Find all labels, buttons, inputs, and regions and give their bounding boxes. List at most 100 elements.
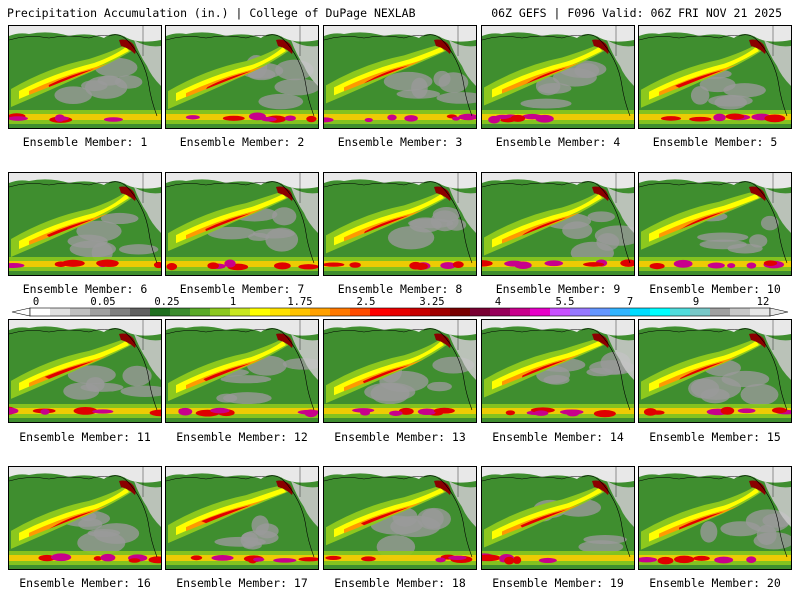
precip-map <box>324 320 476 422</box>
colorbar-swatch <box>250 308 271 316</box>
ensemble-map-panel <box>8 466 162 570</box>
ensemble-member-label: Ensemble Member: 6 <box>22 282 148 296</box>
colorbar-swatch <box>590 308 611 316</box>
colorbar-swatch <box>170 308 191 316</box>
ensemble-member-label: Ensemble Member: 5 <box>652 135 778 149</box>
ensemble-member-label: Ensemble Member: 15 <box>649 430 781 444</box>
colorbar-swatch <box>750 308 771 316</box>
ensemble-member-label: Ensemble Member: 20 <box>649 576 781 590</box>
precip-map <box>166 173 318 275</box>
ensemble-map-panel <box>165 319 319 423</box>
ensemble-member-label: Ensemble Member: 14 <box>492 430 624 444</box>
precip-map <box>9 26 161 128</box>
precip-map <box>639 173 791 275</box>
precip-map <box>482 467 634 569</box>
colorbar-swatch <box>550 308 571 316</box>
ensemble-member-label: Ensemble Member: 16 <box>19 576 151 590</box>
colorbar-swatch <box>310 308 331 316</box>
colorbar-swatch <box>150 308 171 316</box>
colorbar-swatch <box>490 308 511 316</box>
colorbar-swatch <box>70 308 91 316</box>
colorbar-swatch <box>90 308 111 316</box>
ensemble-member-label: Ensemble Member: 11 <box>19 430 151 444</box>
precip-map <box>639 467 791 569</box>
colorbar-tick-label: 1 <box>230 296 236 308</box>
precip-map <box>324 467 476 569</box>
colorbar-swatch <box>710 308 731 316</box>
ensemble-member-label: Ensemble Member: 9 <box>495 282 621 296</box>
ensemble-member-label: Ensemble Member: 13 <box>334 430 466 444</box>
colorbar-tick-label: 0 <box>33 296 39 308</box>
ensemble-member-label: Ensemble Member: 12 <box>176 430 308 444</box>
ensemble-map-panel <box>8 319 162 423</box>
precip-map <box>482 320 634 422</box>
colorbar-tick-label: 12 <box>757 296 770 308</box>
colorbar-swatch <box>370 308 391 316</box>
colorbar-swatch <box>230 308 251 316</box>
precip-map <box>482 26 634 128</box>
ensemble-map-panel <box>323 172 477 276</box>
colorbar-swatch <box>190 308 211 316</box>
model-run-info: 06Z GEFS | F096 Valid: 06Z FRI NOV 21 20… <box>491 6 782 20</box>
precip-map <box>9 173 161 275</box>
precip-map <box>639 320 791 422</box>
ensemble-map-panel <box>323 466 477 570</box>
colorbar-swatch <box>670 308 691 316</box>
colorbar-tick-label: 3.25 <box>419 296 444 308</box>
colorbar-swatch <box>510 308 531 316</box>
colorbar: 0 0.05 0.25 1 1.75 2.5 3.25 4 5.5 7 9 12 <box>11 296 789 317</box>
ensemble-member-label: Ensemble Member: 10 <box>649 282 781 296</box>
ensemble-map-panel <box>165 25 319 129</box>
precip-map <box>9 320 161 422</box>
precip-map <box>482 173 634 275</box>
ensemble-member-label: Ensemble Member: 7 <box>179 282 305 296</box>
ensemble-map-panel <box>638 466 792 570</box>
ensemble-member-label: Ensemble Member: 17 <box>176 576 308 590</box>
colorbar-swatch <box>430 308 451 316</box>
map-title: Precipitation Accumulation (in.) | Colle… <box>7 6 416 20</box>
precip-map <box>166 26 318 128</box>
ensemble-member-label: Ensemble Member: 19 <box>492 576 624 590</box>
colorbar-swatch <box>350 308 371 316</box>
colorbar-swatch <box>730 308 751 316</box>
ensemble-map-panel <box>165 466 319 570</box>
colorbar-swatch <box>110 308 131 316</box>
colorbar-swatch <box>650 308 671 316</box>
ensemble-member-label: Ensemble Member: 2 <box>179 135 305 149</box>
colorbar-swatch <box>270 308 291 316</box>
precip-map <box>324 26 476 128</box>
colorbar-swatch <box>30 308 51 316</box>
colorbar-tick-label: 2.5 <box>357 296 376 308</box>
colorbar-swatch <box>390 308 411 316</box>
colorbar-swatch <box>290 308 311 316</box>
colorbar-tick-label: 0.25 <box>154 296 179 308</box>
colorbar-swatch <box>410 308 431 316</box>
ensemble-map-panel <box>323 319 477 423</box>
colorbar-swatch <box>570 308 591 316</box>
ensemble-map-panel <box>638 172 792 276</box>
colorbar-swatch <box>330 308 351 316</box>
colorbar-swatch <box>630 308 651 316</box>
ensemble-map-panel <box>638 319 792 423</box>
precip-map <box>166 467 318 569</box>
ensemble-map-panel <box>481 466 635 570</box>
precip-map <box>324 173 476 275</box>
colorbar-tick-label: 5.5 <box>556 296 575 308</box>
colorbar-swatch <box>530 308 551 316</box>
colorbar-tick-label: 7 <box>627 296 633 308</box>
precip-map <box>639 26 791 128</box>
colorbar-swatch <box>690 308 711 316</box>
ensemble-member-label: Ensemble Member: 4 <box>495 135 621 149</box>
ensemble-member-label: Ensemble Member: 8 <box>337 282 463 296</box>
colorbar-swatch <box>50 308 71 316</box>
ensemble-member-label: Ensemble Member: 18 <box>334 576 466 590</box>
colorbar-tick-label: 1.75 <box>287 296 312 308</box>
ensemble-map-panel <box>323 25 477 129</box>
ensemble-map-panel <box>8 25 162 129</box>
ensemble-map-panel <box>481 319 635 423</box>
ensemble-map-panel <box>481 25 635 129</box>
colorbar-swatch <box>470 308 491 316</box>
colorbar-swatch <box>130 308 151 316</box>
colorbar-tick-label: 4 <box>495 296 501 308</box>
colorbar-swatch <box>450 308 471 316</box>
